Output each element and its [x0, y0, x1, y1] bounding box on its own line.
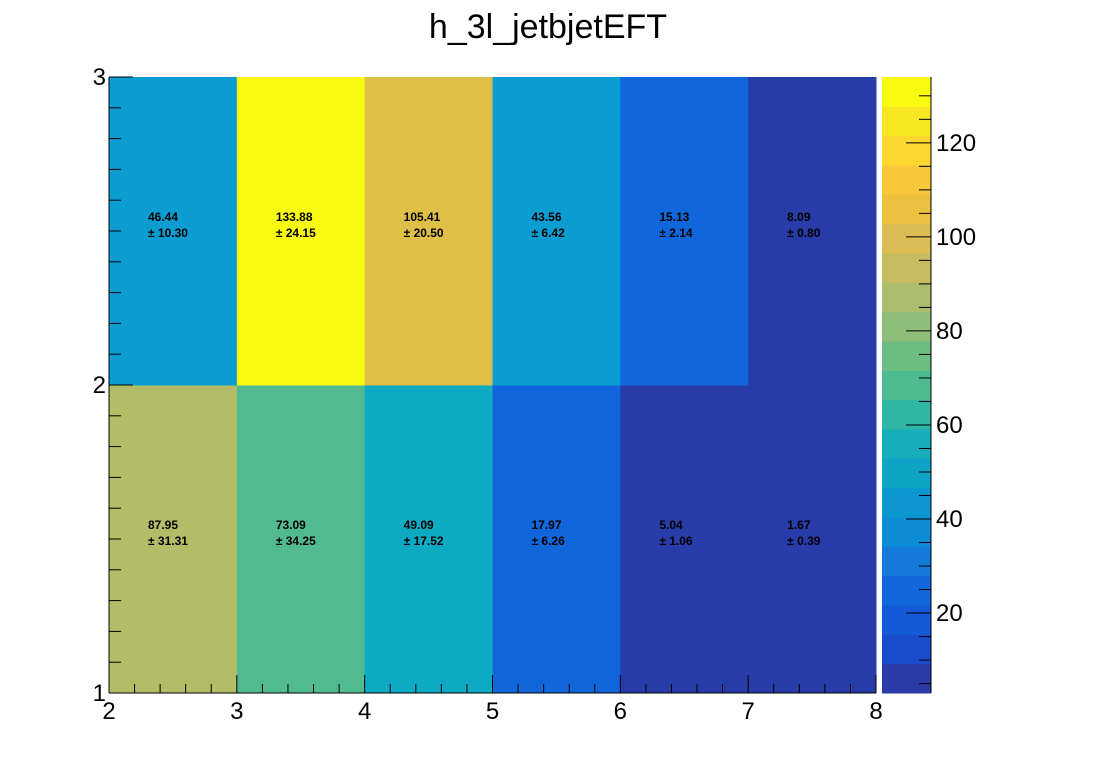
colorbar-swatch [882, 135, 931, 166]
heatmap-cell [492, 385, 621, 694]
y-tick-label: 3 [93, 64, 106, 91]
x-tick-label: 5 [486, 698, 499, 725]
cell-error-label: ± 2.14 [659, 226, 693, 240]
x-tick-label: 8 [869, 698, 882, 725]
heatmap-cell [620, 385, 749, 694]
cell-value-label: 1.67 [787, 518, 811, 532]
colorbar-swatch [882, 575, 931, 606]
cell-value-label: 73.09 [276, 518, 306, 532]
colorbar-swatch [882, 165, 931, 195]
colorbar-swatch [882, 546, 931, 577]
colorbar-swatch [882, 194, 931, 225]
heatmap-cell [620, 77, 749, 386]
cell-error-label: ± 10.30 [148, 226, 188, 240]
colorbar-swatch [882, 429, 931, 459]
colorbar-tick-label: 60 [936, 412, 963, 439]
x-tick-label: 7 [741, 698, 754, 725]
cell-value-label: 105.41 [404, 210, 441, 224]
heatmap-cell [364, 385, 493, 694]
colorbar-swatch [882, 311, 931, 342]
cell-error-label: ± 6.26 [532, 534, 566, 548]
cell-error-label: ± 34.25 [276, 534, 316, 548]
cell-value-label: 8.09 [787, 210, 811, 224]
y-tick-label: 1 [93, 680, 106, 707]
cell-value-label: 87.95 [148, 518, 178, 532]
heatmap-cell [109, 385, 238, 694]
colorbar-swatch [882, 517, 931, 547]
cell-value-label: 43.56 [532, 210, 562, 224]
x-tick-label: 4 [358, 698, 371, 725]
colorbar-tick-label: 120 [936, 130, 976, 157]
cell-error-label: ± 6.42 [532, 226, 566, 240]
colorbar-swatch [882, 253, 931, 283]
heatmap-cell [364, 77, 493, 386]
heatmap-cell [748, 385, 877, 694]
y-tick-label: 2 [93, 372, 106, 399]
heatmap-cell [236, 385, 366, 694]
colorbar-swatch [882, 341, 931, 371]
colorbar-tick-label: 100 [936, 224, 976, 251]
heatmap-cell [492, 77, 621, 386]
colorbar-swatch [882, 634, 931, 665]
colorbar-swatch [882, 663, 931, 694]
cell-value-label: 46.44 [148, 210, 178, 224]
colorbar-swatch [882, 223, 931, 254]
cell-value-label: 17.97 [532, 518, 562, 532]
heatmap-cell [109, 77, 238, 386]
cell-value-label: 5.04 [659, 518, 683, 532]
cell-error-label: ± 17.52 [404, 534, 444, 548]
colorbar-tick-label: 20 [936, 600, 963, 627]
cell-error-label: ± 1.06 [659, 534, 693, 548]
colorbar-swatch [882, 77, 931, 107]
colorbar-swatch [882, 605, 931, 635]
x-tick-label: 3 [230, 698, 243, 725]
chart-title: h_3l_jetbjetEFT [429, 8, 667, 46]
cell-value-label: 49.09 [404, 518, 434, 532]
cell-value-label: 15.13 [659, 210, 689, 224]
cell-error-label: ± 0.80 [787, 226, 821, 240]
colorbar-tick-label: 80 [936, 318, 963, 345]
cell-error-label: ± 20.50 [404, 226, 444, 240]
cell-error-label: ± 24.15 [276, 226, 316, 240]
colorbar: 20 40 60 80 100 120 [882, 77, 976, 694]
colorbar-swatch [882, 458, 931, 489]
x-tick-label: 6 [614, 698, 627, 725]
heatmap-cell [748, 77, 877, 386]
colorbar-swatch [882, 106, 931, 137]
x-tick-label: 2 [102, 698, 115, 725]
heatmap-cell [236, 77, 366, 386]
cell-error-label: ± 31.31 [148, 534, 188, 548]
colorbar-tick-label: 40 [936, 506, 963, 533]
cell-value-label: 133.88 [276, 210, 313, 224]
cell-error-label: ± 0.39 [787, 534, 821, 548]
colorbar-swatch [882, 487, 931, 518]
colorbar-swatch [882, 370, 931, 401]
heatmap-cells: 87.95 ± 31.31 73.09 ± 34.25 49.09 ± 17.52 17.9… [109, 77, 877, 694]
